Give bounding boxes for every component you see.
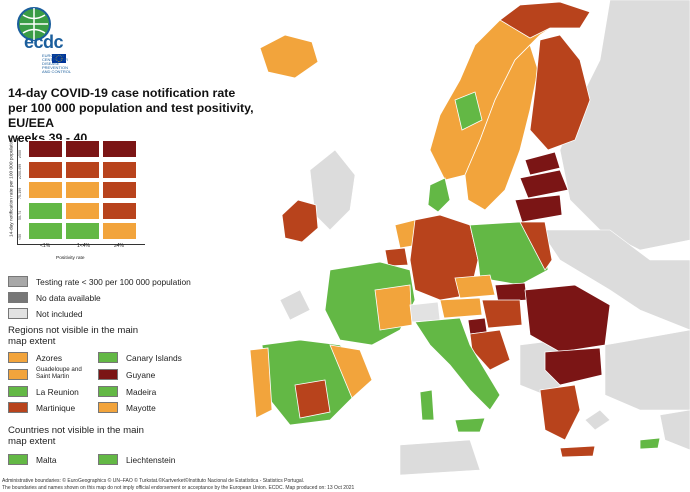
matrix-cell bbox=[102, 160, 137, 179]
legend-panel: ecdc EUROPEAN CENTRE FOR DISEASE PREVENT… bbox=[0, 0, 270, 475]
region-greece bbox=[539, 384, 581, 441]
title-line-2: per 100 000 population and test positivi… bbox=[8, 101, 254, 130]
region-label-azores: Azores bbox=[36, 353, 63, 363]
matrix-x-tick: ≥4% bbox=[114, 243, 124, 249]
matrix-cell bbox=[28, 160, 63, 179]
region-spain-south bbox=[329, 344, 373, 399]
matrix-y-tick: <50 bbox=[18, 233, 22, 240]
region-austria bbox=[439, 297, 483, 319]
region-iceland bbox=[259, 34, 319, 79]
region-hungary bbox=[481, 299, 523, 329]
region-bulgaria bbox=[544, 347, 603, 386]
legend-swatch-testing bbox=[8, 276, 28, 287]
region-norway-north bbox=[499, 1, 591, 39]
non-eu-land bbox=[279, 0, 690, 476]
region-italy bbox=[414, 317, 501, 411]
matrix-cell bbox=[102, 201, 137, 220]
ecdc-wordmark: ecdc bbox=[24, 32, 64, 52]
footer-line-2: The boundaries and names shown on this m… bbox=[2, 484, 355, 491]
region-slovenia bbox=[467, 317, 488, 335]
region-sicily bbox=[454, 417, 486, 433]
matrix-cell bbox=[65, 181, 100, 199]
region-swatch-mayotte bbox=[98, 402, 118, 413]
region-switzerland bbox=[409, 301, 441, 323]
region-spain-madrid bbox=[294, 379, 331, 419]
region-poland-east bbox=[519, 221, 553, 271]
region-portugal bbox=[249, 347, 273, 419]
region-czechia bbox=[454, 274, 496, 299]
country-swatch-liechtenstein bbox=[98, 454, 118, 465]
region-swatch-azores bbox=[8, 352, 28, 363]
matrix-cell bbox=[65, 201, 100, 220]
matrix-cell bbox=[28, 140, 63, 158]
region-finland bbox=[529, 34, 591, 151]
matrix-y-tick: 50-74 bbox=[18, 210, 22, 220]
region-latvia bbox=[519, 169, 569, 199]
eu-countries bbox=[249, 1, 661, 458]
country-swatch-malta bbox=[8, 454, 28, 465]
matrix-y-label: 14-day notification rate per 100 000 pop… bbox=[9, 138, 15, 237]
countries-heading: Countries not visible in the main map ex… bbox=[8, 425, 144, 447]
matrix-x-tick: <1% bbox=[40, 243, 51, 249]
region-romania bbox=[524, 284, 611, 353]
region-sweden bbox=[464, 44, 539, 211]
region-slovakia bbox=[494, 282, 528, 303]
legend-label-not-included: Not included bbox=[36, 309, 83, 319]
region-label-guadeloupe: Guadeloupe and Saint Martin bbox=[36, 366, 82, 380]
region-denmark bbox=[427, 177, 451, 213]
matrix-cell bbox=[102, 181, 137, 199]
matrix-y-axis bbox=[17, 138, 18, 244]
region-label-reunion: La Reunion bbox=[36, 387, 79, 397]
region-label-canary: Canary Islands bbox=[126, 353, 182, 363]
region-swatch-guadeloupe bbox=[8, 369, 28, 380]
legend-swatch-not-included bbox=[8, 308, 28, 319]
region-sardinia bbox=[419, 389, 435, 421]
country-label-liechtenstein: Liechtenstein bbox=[126, 455, 176, 465]
matrix-y-tick: ≥500 bbox=[18, 150, 22, 158]
matrix-cell bbox=[102, 222, 137, 240]
region-label-mayotte: Mayotte bbox=[126, 403, 156, 413]
ecdc-subtitle: EUROPEAN CENTRE FOR DISEASE PREVENTION A… bbox=[42, 53, 72, 74]
map-title: 14-day COVID-19 case notification rate p… bbox=[8, 86, 278, 146]
region-swatch-reunion bbox=[8, 386, 28, 397]
region-label-madeira: Madeira bbox=[126, 387, 157, 397]
matrix-x-tick: 1<4% bbox=[77, 243, 90, 249]
region-cyprus bbox=[639, 437, 661, 450]
legend-label-no-data: No data available bbox=[36, 293, 101, 303]
matrix-cell bbox=[28, 222, 63, 240]
matrix-cell bbox=[65, 222, 100, 240]
legend-label-testing: Testing rate < 300 per 100 000 populatio… bbox=[36, 277, 191, 287]
region-swatch-martinique bbox=[8, 402, 28, 413]
map-footer: Administrative boundaries: © EuroGeograp… bbox=[2, 478, 690, 491]
region-swatch-canary bbox=[98, 352, 118, 363]
ecdc-globe-logo bbox=[17, 7, 66, 63]
region-label-martinique: Martinique bbox=[36, 403, 76, 413]
matrix-y-tick: 75-199 bbox=[18, 187, 22, 199]
region-sweden-mid bbox=[454, 91, 483, 131]
country-label-malta: Malta bbox=[36, 455, 57, 465]
region-swatch-guyane bbox=[98, 369, 118, 380]
matrix-cell bbox=[28, 181, 63, 199]
region-belgium bbox=[384, 247, 409, 267]
matrix-cell bbox=[65, 160, 100, 179]
region-label-guyane: Guyane bbox=[126, 370, 156, 380]
region-crete bbox=[559, 445, 596, 458]
footer-line-1: Administrative boundaries: © EuroGeograp… bbox=[2, 478, 305, 484]
matrix-y-tick: ≥200-499 bbox=[18, 163, 22, 179]
matrix-cell bbox=[65, 140, 100, 158]
matrix-cell bbox=[28, 201, 63, 220]
region-lithuania bbox=[514, 194, 563, 223]
matrix-x-label: Positivity rate bbox=[56, 256, 85, 261]
region-swatch-madeira bbox=[98, 386, 118, 397]
regions-heading: Regions not visible in the main map exte… bbox=[8, 325, 139, 347]
matrix-x-axis bbox=[17, 244, 145, 245]
region-france-east bbox=[374, 284, 413, 331]
region-ireland bbox=[281, 199, 319, 243]
legend-swatch-no-data bbox=[8, 292, 28, 303]
matrix-cell bbox=[102, 140, 137, 158]
title-line-1: 14-day COVID-19 case notification rate bbox=[8, 86, 236, 100]
region-estonia bbox=[524, 151, 561, 176]
